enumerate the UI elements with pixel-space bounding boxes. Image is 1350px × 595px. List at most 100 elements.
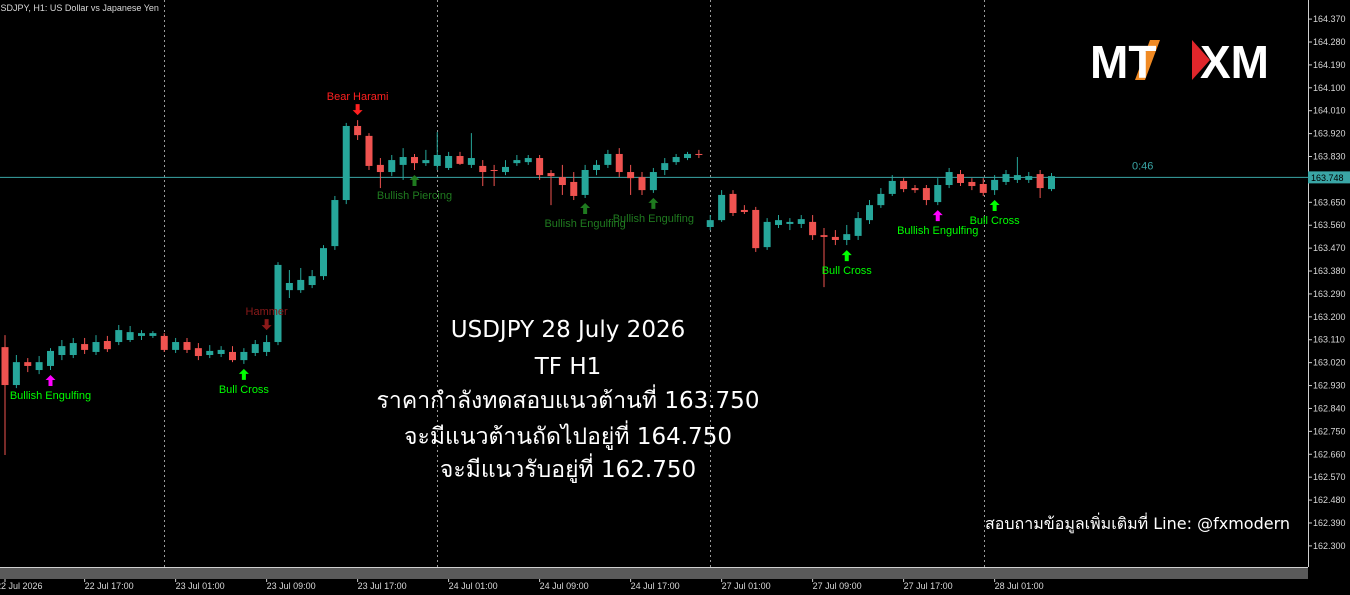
pattern-label: Hammer	[246, 306, 289, 318]
candle-body	[365, 135, 373, 166]
y-tick-label: 164.370	[1313, 14, 1346, 24]
y-tick-label: 163.920	[1313, 129, 1346, 139]
y-tick-label: 163.470	[1313, 243, 1346, 253]
x-tick-label: 27 Jul 17:00	[904, 581, 953, 591]
pattern-arrow	[352, 104, 363, 116]
candle-body	[24, 362, 32, 366]
pattern-label: Bullish Piercing	[377, 190, 452, 202]
candle-body	[92, 342, 100, 352]
y-tick-label: 163.290	[1313, 289, 1346, 299]
candle-body	[1048, 176, 1055, 190]
candle-body	[229, 351, 236, 361]
price-tag-label: 163.748	[1311, 173, 1344, 183]
candle-body	[706, 220, 714, 228]
x-tick-label: 23 Jul 01:00	[176, 581, 225, 591]
candle-body	[752, 209, 760, 249]
x-tick-label: 27 Jul 09:00	[813, 581, 862, 591]
overlay-line: จะมีแนวต้านถัดไปอยู่ที่ 164.750	[404, 420, 732, 450]
overlay-line: จะมีแนวรับอยู่ที่ 162.750	[440, 453, 696, 483]
x-tick-label: 22 Jul 17:00	[85, 581, 134, 591]
candle-body	[740, 209, 748, 212]
x-tick-label: 24 Jul 01:00	[449, 581, 498, 591]
pattern-arrow	[989, 199, 1000, 211]
candle-body	[718, 194, 726, 221]
pattern-arrow	[841, 250, 852, 262]
candle-body	[558, 177, 566, 186]
overlay-text: USDJPY 28 July 2026 TF H1 ราคากำลังทดสอบ…	[377, 317, 760, 483]
candle-body	[399, 157, 407, 165]
candle-body	[911, 188, 919, 191]
pattern-arrow	[648, 197, 659, 209]
candle-body	[1025, 176, 1033, 180]
y-tick-label: 162.840	[1313, 403, 1346, 413]
candle-body	[217, 349, 225, 354]
candle-body	[763, 221, 771, 248]
pattern-label: Bullish Engulfing	[544, 218, 625, 230]
pattern-arrow	[932, 210, 943, 222]
candle-body	[320, 248, 327, 277]
candle-body	[115, 330, 123, 343]
y-tick-label: 162.300	[1313, 541, 1346, 551]
logo: MT XM	[1090, 36, 1269, 88]
candle-body	[888, 180, 896, 194]
pattern-label: Bullish Engulfing	[897, 225, 978, 237]
candle-body	[877, 193, 885, 206]
candle-body	[467, 158, 475, 165]
y-tick-label: 164.190	[1313, 60, 1346, 70]
y-tick-label: 164.100	[1313, 83, 1346, 93]
y-tick-label: 163.380	[1313, 266, 1346, 276]
candle-body	[1013, 175, 1021, 180]
y-tick-label: 164.280	[1313, 37, 1346, 47]
y-tick-label: 162.930	[1313, 381, 1346, 391]
candle-body	[684, 153, 691, 159]
candles	[1, 120, 1055, 456]
candle-body	[638, 177, 646, 191]
candle-body	[308, 276, 316, 286]
candle-body	[524, 158, 532, 163]
x-tick-label: 24 Jul 09:00	[540, 581, 589, 591]
candle-body	[81, 344, 89, 350]
candle-body	[354, 125, 362, 136]
candle-body	[934, 185, 942, 203]
x-tick-label: 24 Jul 17:00	[631, 581, 680, 591]
candle-body	[957, 174, 964, 183]
candle-body	[831, 236, 839, 240]
candle-body	[627, 172, 635, 179]
candle-body	[797, 219, 805, 224]
candle-body	[456, 156, 464, 164]
pattern-label: Bull Cross	[822, 265, 873, 277]
candle-body	[160, 335, 168, 350]
pattern-arrow	[238, 368, 249, 380]
overlay-line: TF H1	[534, 354, 602, 380]
candle-body	[331, 200, 339, 247]
candle-body	[12, 362, 20, 386]
candle-body	[376, 164, 384, 173]
candle-body	[820, 235, 828, 237]
candle-body	[285, 282, 293, 291]
candle-body	[593, 164, 600, 170]
candle-body	[490, 169, 498, 172]
candle-body	[1002, 174, 1010, 182]
y-tick-label: 163.020	[1313, 358, 1346, 368]
candle-body	[547, 173, 555, 177]
candle-body	[979, 183, 987, 193]
candle-body	[945, 172, 953, 186]
candle-body	[513, 160, 521, 164]
pattern-arrow	[409, 174, 420, 186]
pattern-arrow	[261, 319, 272, 331]
pattern-label: Bullish Engulfing	[613, 213, 694, 225]
y-tick-label: 163.110	[1313, 335, 1345, 345]
candle-body	[661, 163, 669, 170]
candle-body	[968, 181, 976, 187]
candle-body	[922, 188, 930, 201]
candle-body	[433, 154, 441, 166]
candle-body	[297, 279, 305, 291]
pattern-arrow	[580, 202, 591, 214]
candle-body	[422, 160, 430, 164]
candle-body	[695, 153, 703, 155]
y-tick-label: 162.390	[1313, 518, 1346, 528]
y-tick-label: 162.750	[1313, 426, 1346, 436]
candle-body	[866, 205, 873, 221]
